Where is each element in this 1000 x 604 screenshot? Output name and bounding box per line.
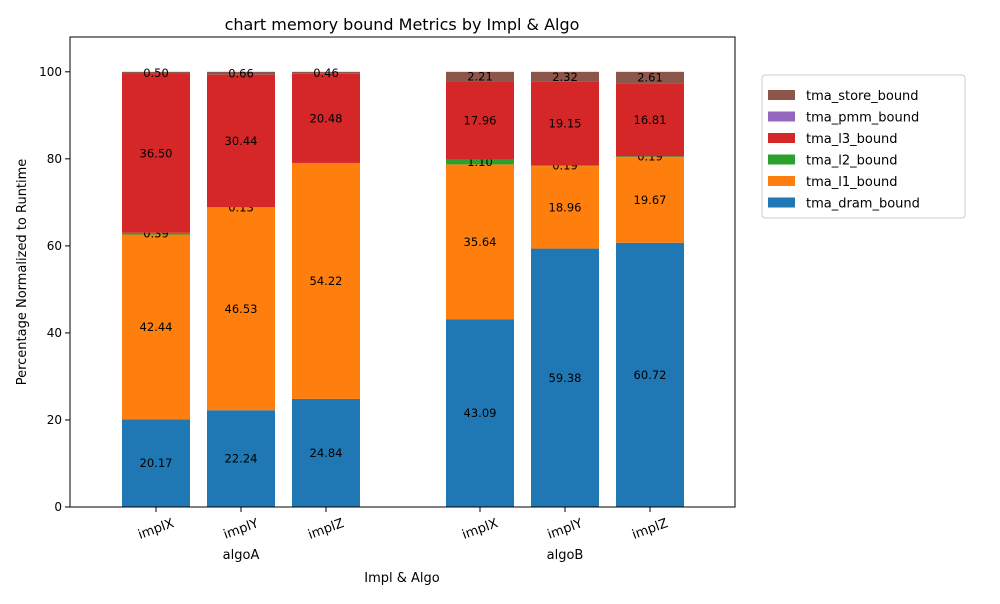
x-tick-label: implY bbox=[546, 516, 585, 542]
group-label: algoB bbox=[547, 548, 584, 563]
y-axis-label: Percentage Normalized to Runtime bbox=[15, 159, 30, 386]
bar-segment-tma_l3_bound bbox=[531, 81, 599, 166]
bar-segment-tma_store_bound bbox=[446, 71, 514, 82]
bar-segment-tma_store_bound bbox=[616, 71, 684, 84]
x-tick-label: implZ bbox=[306, 516, 346, 543]
data-label: 18.96 bbox=[549, 200, 582, 214]
legend-swatch bbox=[768, 154, 795, 165]
data-label: 42.44 bbox=[140, 320, 173, 334]
x-tick-label: implY bbox=[222, 516, 261, 542]
legend-label: tma_pmm_bound bbox=[806, 111, 919, 126]
data-label: 24.84 bbox=[310, 446, 343, 460]
data-label: 0.66 bbox=[228, 66, 254, 80]
data-label: 22.24 bbox=[225, 452, 258, 466]
bar-segment-tma_store_bound bbox=[122, 71, 190, 74]
bar-segment-tma_l1_bound bbox=[446, 164, 514, 320]
data-label: 46.53 bbox=[225, 302, 258, 316]
bar-segment-tma_dram_bound bbox=[292, 398, 360, 507]
group-label: algoA bbox=[223, 548, 260, 563]
bar-segment-tma_l2_bound bbox=[531, 165, 599, 167]
bar-segment-tma_l1_bound bbox=[122, 234, 190, 420]
y-tick-label: 40 bbox=[47, 326, 62, 340]
data-label: 2.21 bbox=[467, 70, 493, 84]
legend-label: tma_l3_bound bbox=[806, 132, 898, 147]
data-label: 16.81 bbox=[634, 113, 667, 127]
y-tick-label: 100 bbox=[39, 65, 62, 79]
legend-label: tma_l1_bound bbox=[806, 175, 898, 190]
bar-segment-tma_l3_bound bbox=[616, 83, 684, 157]
y-tick-label: 0 bbox=[54, 500, 62, 514]
data-label: 35.64 bbox=[464, 235, 497, 249]
bar-segment-tma_l1_bound bbox=[207, 207, 275, 411]
data-label: 54.22 bbox=[310, 274, 343, 288]
data-label: 30.44 bbox=[225, 134, 258, 148]
bar-segment-tma_l2_bound bbox=[446, 159, 514, 165]
legend-swatch bbox=[768, 133, 795, 143]
bar-segment-tma_l3_bound bbox=[122, 73, 190, 233]
bar-segment-tma_l2_bound bbox=[207, 207, 275, 208]
bar-segment-tma_store_bound bbox=[292, 71, 360, 74]
legend-box bbox=[761, 74, 966, 219]
data-label: 20.17 bbox=[140, 456, 173, 470]
bar-segment-tma_l2_bound bbox=[616, 156, 684, 158]
x-axis-label: Impl & Algo bbox=[364, 571, 440, 586]
legend-label: tma_store_bound bbox=[806, 89, 919, 104]
y-tick-label: 80 bbox=[47, 152, 62, 166]
data-label: 60.72 bbox=[634, 368, 667, 382]
bar-segment-tma_l2_bound bbox=[122, 232, 190, 235]
data-label: 0.50 bbox=[143, 66, 169, 80]
plot-frame bbox=[69, 36, 736, 508]
data-label: 0.46 bbox=[313, 66, 339, 80]
legend-swatch bbox=[768, 111, 795, 122]
data-label: 19.15 bbox=[549, 117, 582, 131]
bar-segment-tma_dram_bound bbox=[616, 242, 684, 507]
legend-label: tma_dram_bound bbox=[806, 197, 920, 212]
x-tick-label: implZ bbox=[630, 516, 670, 543]
data-label: 20.48 bbox=[310, 111, 343, 125]
data-label: 17.96 bbox=[464, 114, 497, 128]
bar-segment-tma_store_bound bbox=[531, 71, 599, 82]
data-label: 36.50 bbox=[140, 146, 173, 160]
bar-segment-tma_l1_bound bbox=[531, 166, 599, 249]
data-label: 19.67 bbox=[634, 193, 667, 207]
legend-label: tma_l2_bound bbox=[806, 154, 898, 169]
bar-segment-tma_dram_bound bbox=[207, 410, 275, 507]
y-tick-label: 60 bbox=[47, 239, 62, 253]
data-label: 59.38 bbox=[549, 371, 582, 385]
x-tick-label: implX bbox=[136, 516, 176, 543]
bar-segment-tma_l1_bound bbox=[292, 162, 360, 399]
bar-segment-tma_dram_bound bbox=[531, 248, 599, 507]
bar-segment-tma_dram_bound bbox=[446, 319, 514, 507]
bar-segment-tma_l3_bound bbox=[446, 81, 514, 160]
legend-swatch bbox=[768, 197, 795, 208]
y-tick-label: 20 bbox=[47, 413, 62, 427]
legend-swatch bbox=[768, 176, 795, 186]
bar-segment-tma_l3_bound bbox=[207, 74, 275, 208]
bar-segment-tma_dram_bound bbox=[122, 419, 190, 507]
data-label: 43.09 bbox=[464, 406, 497, 420]
data-label: 2.32 bbox=[552, 70, 578, 84]
bar-segment-tma_l1_bound bbox=[616, 157, 684, 243]
bar-segment-tma_store_bound bbox=[207, 71, 275, 75]
data-label: 2.61 bbox=[637, 70, 663, 84]
x-tick-label: implX bbox=[460, 516, 500, 543]
legend: tma_store_bound tma_pmm_bound tma_l3_bound… bbox=[761, 74, 966, 219]
chart-title: chart memory bound Metrics by Impl & Alg… bbox=[225, 15, 580, 34]
bar-segment-tma_l3_bound bbox=[292, 73, 360, 163]
legend-swatch bbox=[768, 90, 795, 100]
